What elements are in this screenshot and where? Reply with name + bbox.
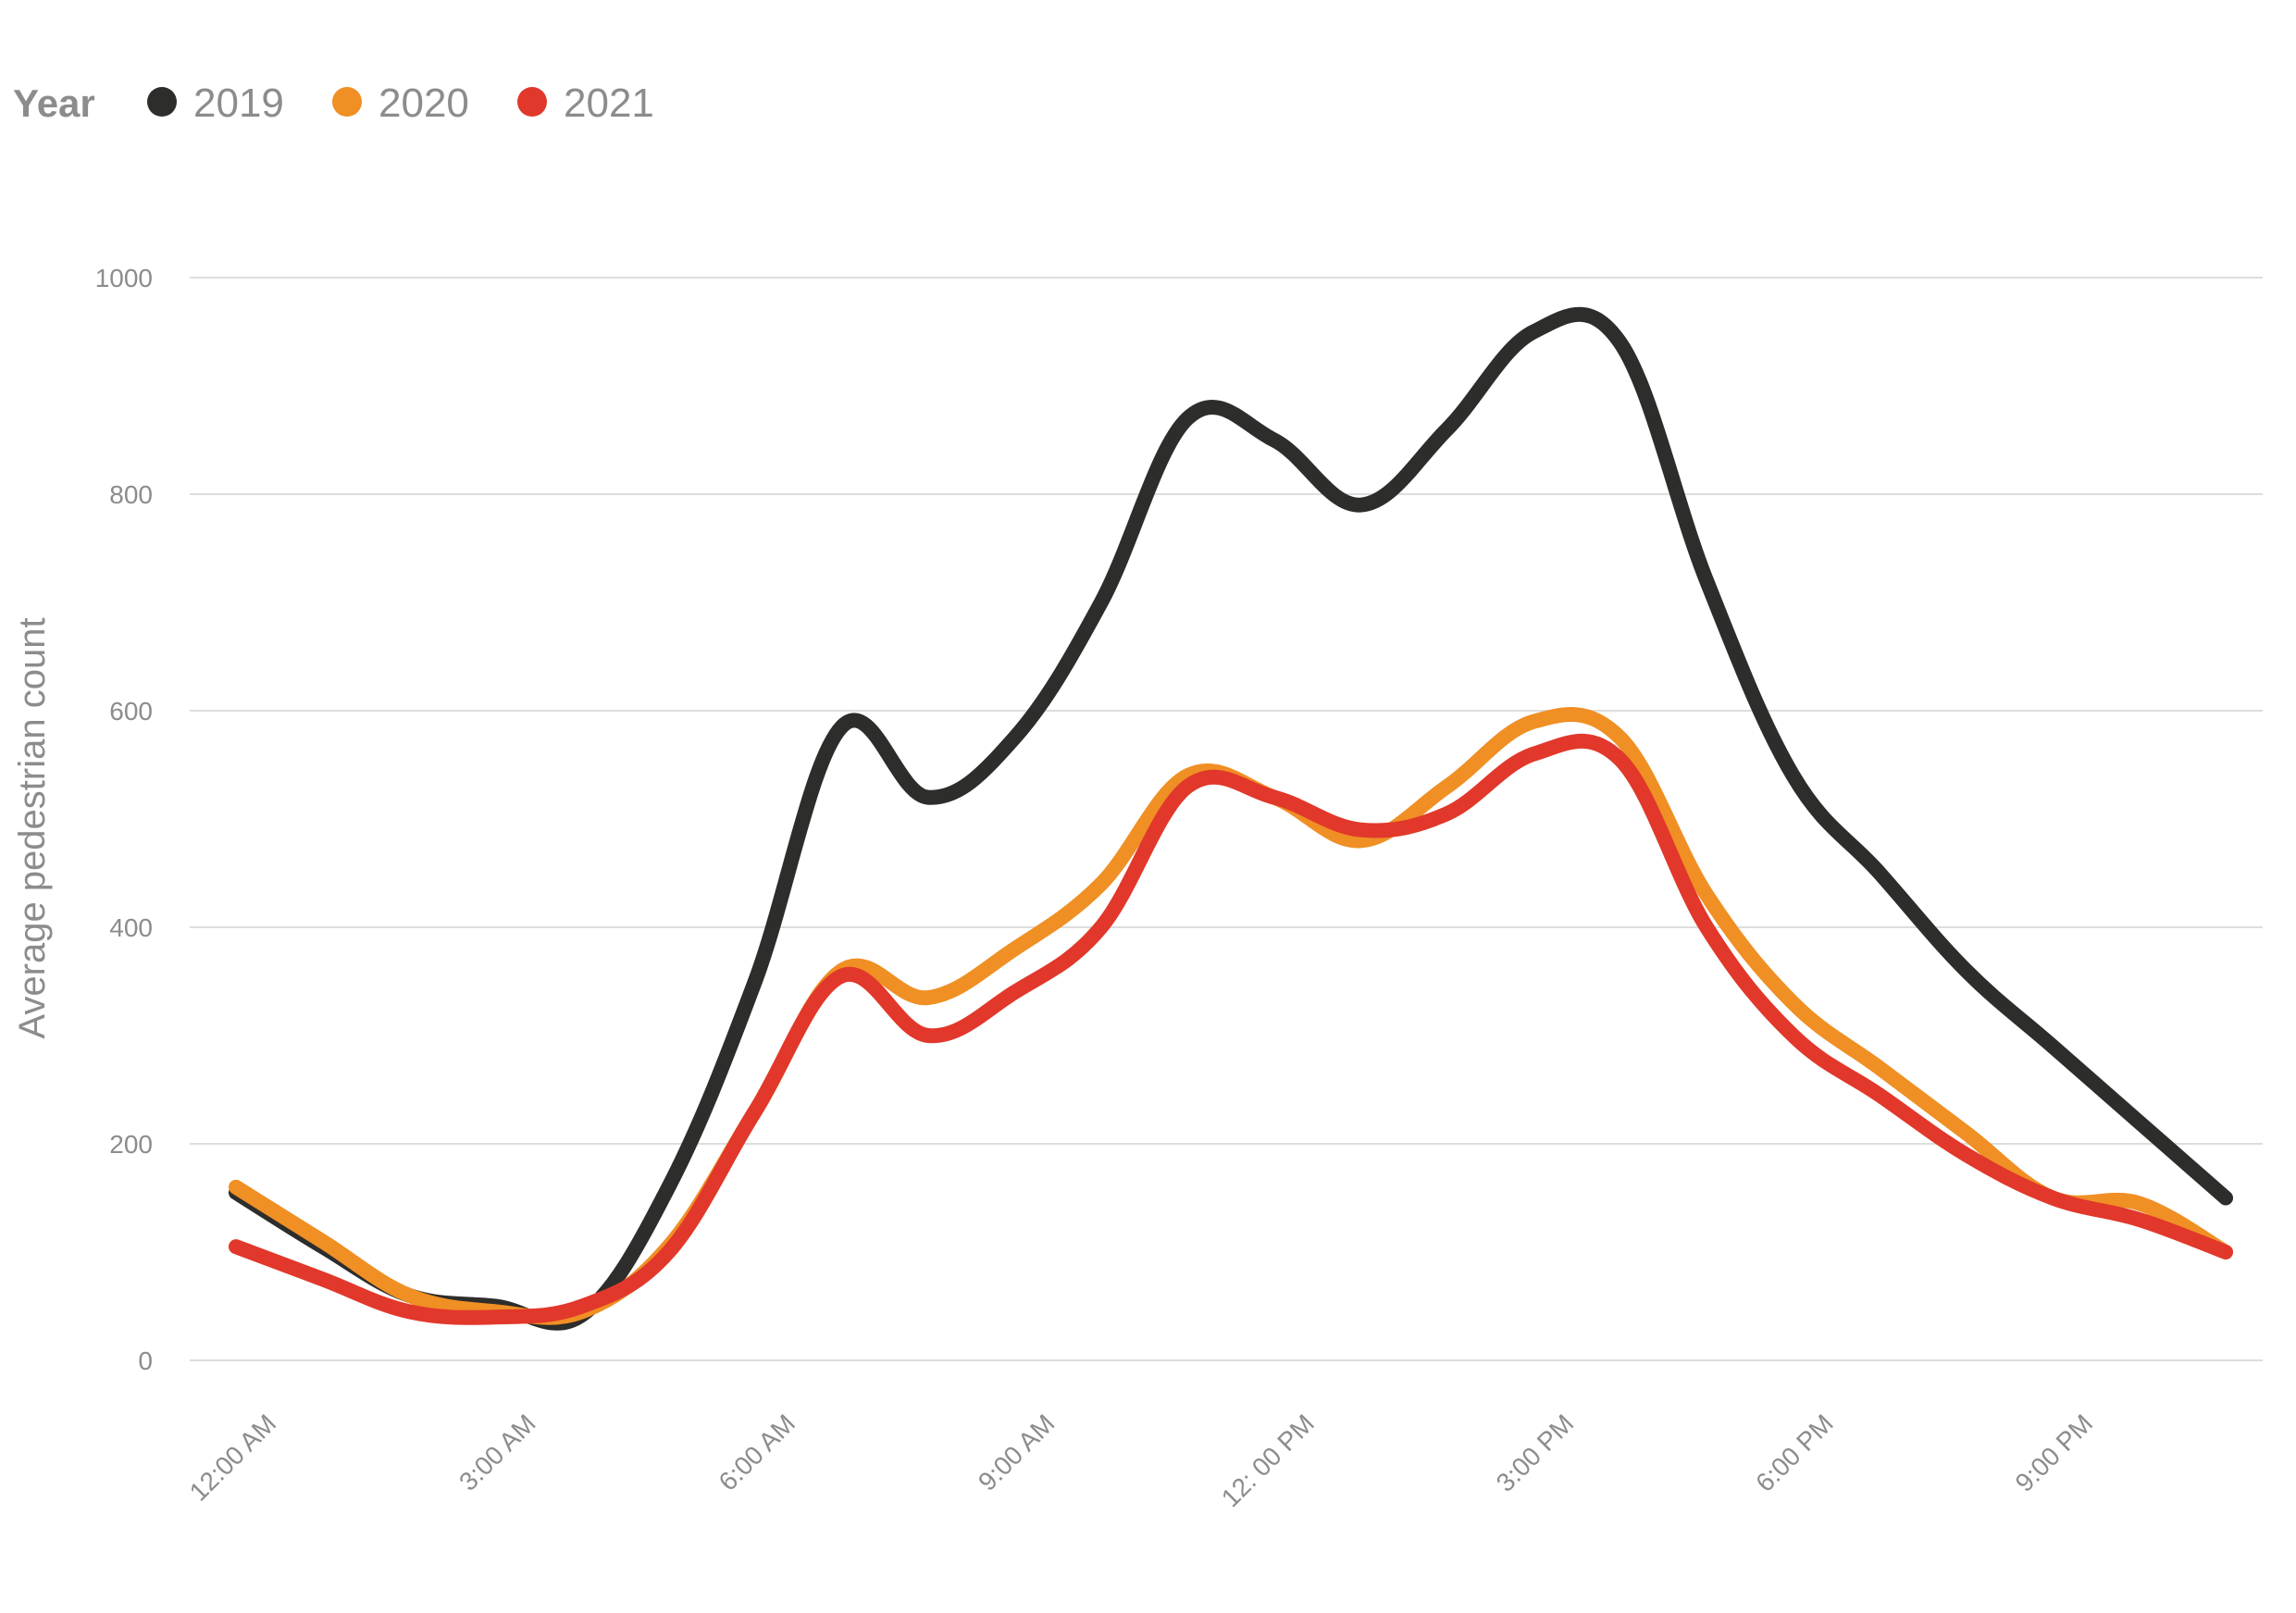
y-tick-label: 0	[138, 1346, 153, 1375]
x-tick-label: 12:00 AM	[184, 1408, 282, 1507]
grid	[190, 277, 2263, 1361]
y-axis: 0 200 400 600 800 1000	[95, 264, 153, 1375]
legend-title: Year	[13, 81, 95, 125]
x-tick-label: 9:00 AM	[973, 1408, 1061, 1496]
x-axis: 12:00 AM 3:00 AM 6:00 AM 9:00 AM 12: 00 PM 3:…	[184, 1408, 2099, 1512]
y-tick-label: 1000	[95, 264, 153, 292]
x-tick-label: 3:00 AM	[453, 1408, 541, 1496]
y-tick-label: 200	[109, 1130, 153, 1159]
legend-label-2021: 2021	[564, 81, 654, 126]
legend-marker-2019	[147, 87, 177, 117]
series-line-2021	[229, 733, 2233, 1325]
series-group	[229, 306, 2233, 1331]
series-line-2020	[229, 707, 2233, 1325]
legend-marker-2020	[332, 87, 362, 117]
y-tick-label: 400	[109, 913, 153, 942]
legend: Year 2019 2020 2021	[13, 81, 654, 126]
y-axis-title: Average pedestrian count	[12, 617, 53, 1038]
y-tick-label: 800	[109, 480, 153, 509]
y-tick-label: 600	[109, 697, 153, 726]
legend-marker-2021	[517, 87, 547, 117]
x-tick-label: 3:00 PM	[1491, 1408, 1580, 1497]
x-tick-label: 6:00 AM	[714, 1408, 801, 1496]
x-tick-label: 6:00 PM	[1750, 1408, 1839, 1497]
x-tick-label: 12: 00 PM	[1216, 1408, 1320, 1512]
series-line-2019	[229, 306, 2233, 1331]
legend-label-2020: 2020	[379, 81, 469, 126]
x-tick-label: 9:00 PM	[2010, 1408, 2099, 1497]
legend-label-2019: 2019	[193, 81, 284, 126]
